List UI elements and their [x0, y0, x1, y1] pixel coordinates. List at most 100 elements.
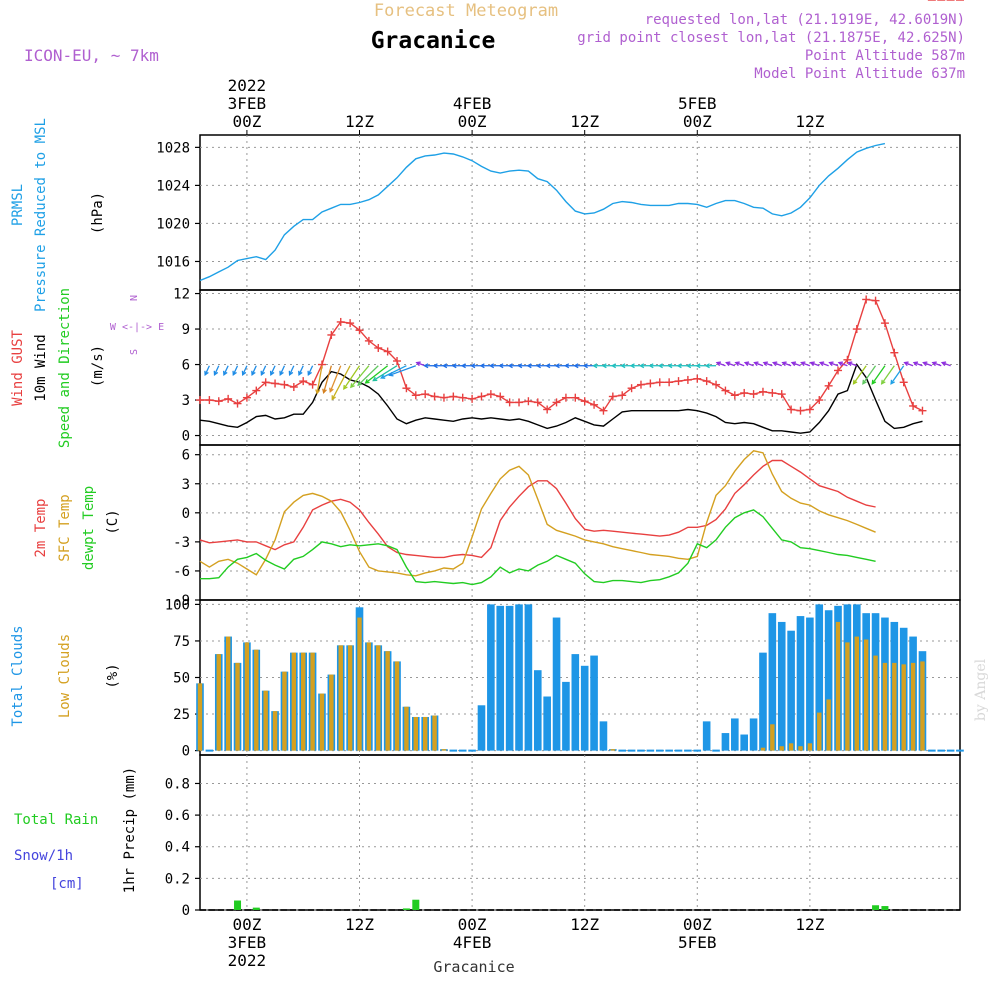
total-cloud-bar	[580, 665, 589, 751]
top-time-label: 5FEB	[678, 94, 717, 113]
low-cloud-bar	[422, 716, 428, 751]
y-tick-label: 12	[173, 287, 190, 303]
gust-label: Wind GUST	[10, 330, 26, 406]
wind-arrow-head	[676, 363, 682, 369]
wind-arrow-head	[423, 363, 429, 369]
wind-arrow-head	[357, 381, 363, 387]
low-cloud-bar	[413, 716, 419, 751]
wind-arrow-head	[298, 370, 303, 377]
wind-arrow	[223, 365, 229, 376]
wind-arrow	[416, 362, 426, 367]
wind-arrow	[279, 365, 286, 376]
low-cloud-bar	[873, 655, 878, 751]
total-cloud-bar	[731, 718, 739, 751]
low-cloud-bar	[282, 671, 287, 751]
wind-arrow-head	[734, 361, 740, 367]
wind-arrow	[726, 362, 736, 367]
bottom-time-label: 00Z	[458, 915, 487, 934]
low-cloud-bar	[807, 743, 813, 751]
wind-speed-line	[199, 363, 923, 434]
low-cloud-bar	[254, 649, 259, 751]
low-cloud-bar	[863, 639, 869, 751]
wind-arrow-head	[260, 370, 266, 377]
point-altitude: Point Altitude 587m	[805, 48, 965, 64]
wind-arrow-head	[940, 361, 947, 367]
wind-arrow	[298, 365, 304, 376]
bottom-time-label: 2022	[228, 951, 267, 970]
total-cloud-bar	[496, 605, 505, 751]
chart-title: Forecast Meteogram	[374, 1, 558, 21]
top-time-label: 00Z	[232, 112, 261, 131]
gust-line	[200, 298, 923, 412]
total-cloud-bar	[768, 613, 777, 751]
y-tick-label: 1020	[156, 216, 190, 232]
low-cloud-bar	[770, 724, 775, 751]
wind-arrow-head	[753, 361, 759, 367]
low-cloud-bar	[788, 743, 794, 751]
low-cloud-bar	[338, 645, 343, 751]
y-tick-label: 50	[173, 671, 190, 687]
wind-arrow-head	[762, 361, 768, 367]
wind-arrow-head	[639, 363, 645, 369]
low-cloud-bar	[610, 749, 616, 751]
wind-arrow-head	[388, 371, 394, 377]
requested-coords: requested lon,lat (21.1919E, 42.6019N)	[645, 12, 965, 28]
compass-s: S	[129, 349, 140, 355]
low-cloud-bar	[826, 699, 831, 751]
total-cloud-bar	[759, 652, 767, 751]
wind-arrow-head	[331, 395, 336, 401]
wind-arrow-head	[837, 361, 844, 367]
total-cloud-bar	[777, 621, 786, 751]
wind-arrow-head	[241, 370, 247, 377]
low-cloud-bar	[235, 662, 240, 751]
wind-arrow	[260, 365, 267, 376]
wind-arrow	[365, 365, 389, 384]
wind-arrow-head	[922, 361, 928, 367]
wind-arrow-head	[610, 363, 617, 369]
wind-arrow-head	[507, 363, 513, 369]
bottom-time-label: 4FEB	[453, 933, 492, 952]
low-cloud-bar	[366, 642, 372, 751]
total-cloud-bar	[562, 681, 570, 751]
top-time-label: 3FEB	[228, 94, 267, 113]
wind-arrow-head	[790, 361, 797, 367]
y-tick-label: 1028	[156, 140, 190, 156]
temp2m-line	[199, 459, 876, 559]
y-tick-label: 0	[182, 429, 190, 445]
wind-arrow	[329, 365, 342, 392]
total-cloud-bar	[543, 696, 551, 751]
wind-arrow-head	[667, 363, 673, 369]
wind-arrow	[810, 362, 820, 367]
y-tick-label: -9	[173, 593, 190, 609]
wind-arrow	[307, 365, 314, 376]
y-tick-label: 75	[173, 634, 190, 650]
wind-arrow-head	[852, 379, 858, 385]
y-tick-label: 0.8	[165, 776, 190, 792]
low-cloud-bar	[404, 706, 409, 751]
wind-arrow-head	[315, 389, 321, 395]
wind-arrow-head	[364, 379, 370, 384]
low-cloud-bar	[798, 746, 803, 751]
wind-arrow-head	[573, 363, 579, 369]
wind-arrow	[389, 365, 417, 376]
low-cloud-bar	[779, 746, 784, 751]
low-cloud-bar	[376, 645, 381, 751]
wind-arrow-head	[526, 363, 532, 369]
wind-arrow	[932, 362, 942, 367]
total-cloud-bar	[524, 604, 533, 751]
wind-arrow	[904, 362, 914, 367]
wind-unit-label: (m/s)	[90, 345, 106, 387]
top-time-label: 12Z	[570, 112, 599, 131]
y-tick-label: 0	[182, 903, 190, 919]
wind-arrow-head	[695, 363, 701, 369]
low-cloud-bar	[329, 674, 334, 751]
snow-unit-label: [cm]	[50, 876, 84, 892]
low-cloud-bar	[244, 642, 250, 751]
low-cloud-bar	[272, 711, 278, 751]
wind-arrow	[251, 365, 257, 376]
wind-arrow-head	[488, 363, 495, 369]
wind-arrow-head	[204, 370, 209, 377]
wind-arrow-head	[871, 379, 877, 385]
wind-arrow-head	[800, 361, 806, 367]
